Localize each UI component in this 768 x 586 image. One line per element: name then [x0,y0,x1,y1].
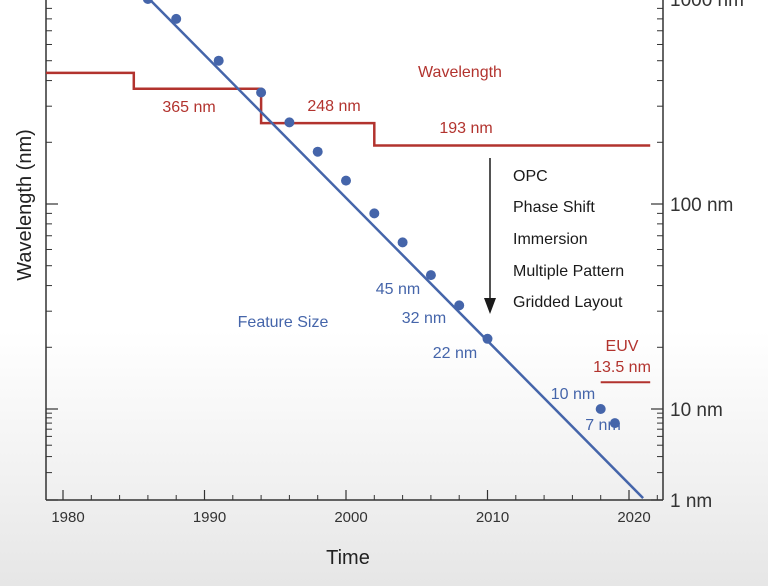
feature-size-point [482,333,493,344]
y-tick-label: 1000 nm [670,0,744,11]
feature-size-label: Feature Size [238,314,329,331]
y-tick-label: 1 nm [670,491,712,512]
feature-size-point [256,87,267,98]
feature-size-point [609,418,620,429]
x-tick-label: 1990 [193,509,226,526]
technique-opc: OPC [513,168,548,185]
feature-7nm-label: 7 nm [585,417,621,434]
technique-gridded-layout: Gridded Layout [513,294,623,311]
feature-10nm-label: 10 nm [551,386,595,403]
feature-22nm-label: 22 nm [433,345,477,362]
wavelength-365-label: 365 nm [162,99,215,116]
euv-label: EUV [606,338,639,355]
feature-size-point [454,300,465,311]
y-tick-label: 100 nm [670,195,733,216]
feature-45nm-label: 45 nm [376,281,420,298]
feature-size-point [284,117,295,128]
wavelength-title-label: Wavelength [418,64,502,81]
axis-ticks [46,7,663,501]
feature-size-point [312,146,323,157]
series-wavelength-line [46,71,651,147]
feature-size-points [143,0,620,429]
feature-size-point [143,0,153,4]
y-tick-label: 10 nm [670,400,723,421]
feature-size-point [595,404,606,414]
feature-size-point [341,175,351,186]
x-tick-label: 2020 [617,509,650,526]
feature-size-trend-line [148,0,644,499]
feature-size-point [213,55,224,66]
x-tick-label: 2010 [476,509,509,526]
feature-32nm-label: 32 nm [402,310,446,327]
feature-size-point [397,237,408,248]
y-axis-label: Wavelength (nm) [14,129,36,281]
feature-size-point [369,208,380,219]
wavelength-248-label: 248 nm [307,98,360,115]
axis-tick-labels: 1980 1990 2000 2010 2020 1 nm 10 nm 100 nm 1000 … [51,0,744,526]
technique-phase-shift: Phase Shift [513,199,595,216]
euv-value-label: 13.5 nm [593,359,651,376]
technique-multiple-pattern: Multiple Pattern [513,263,624,280]
x-tick-label: 1980 [51,509,84,526]
technique-arrow-head-icon [484,298,496,314]
technique-immersion: Immersion [513,231,588,248]
x-tick-label: 2000 [334,509,367,526]
x-axis-label: Time [326,547,370,569]
wavelength-193-label: 193 nm [439,120,492,137]
feature-size-point [425,270,436,281]
feature-size-point [171,13,182,24]
